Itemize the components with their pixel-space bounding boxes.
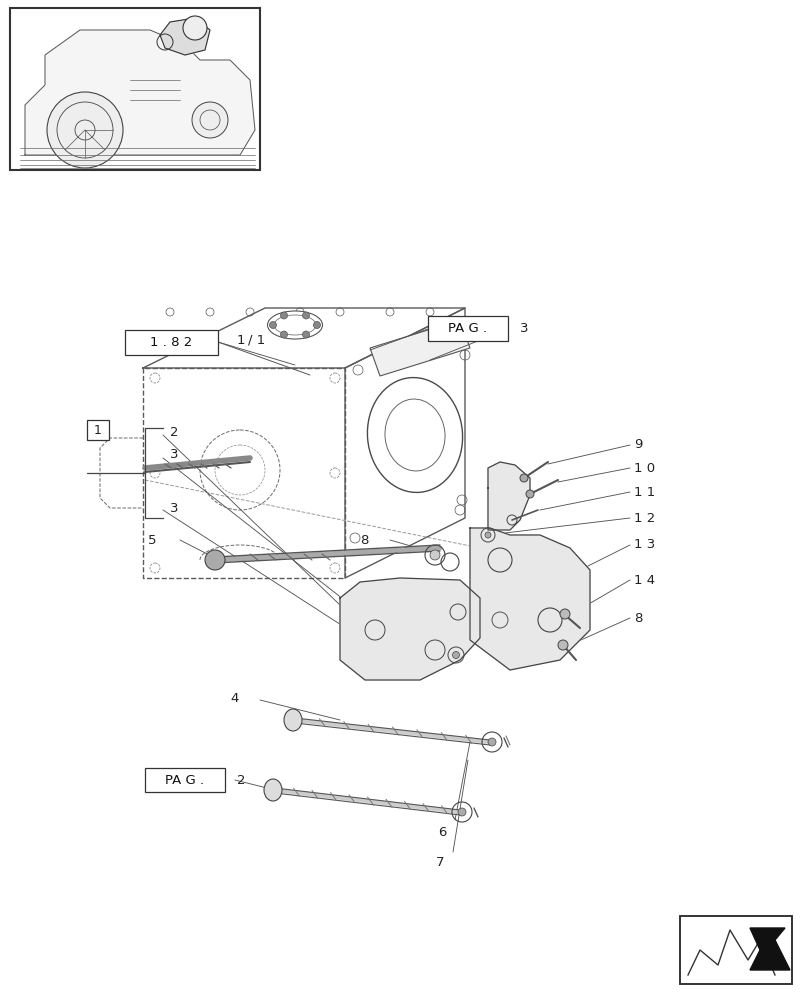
Bar (428, 316, 508, 341)
Bar (10, 8, 260, 170)
Ellipse shape (264, 779, 282, 801)
Bar (680, 916, 792, 984)
Polygon shape (470, 528, 590, 670)
Circle shape (205, 550, 225, 570)
Polygon shape (340, 578, 480, 680)
Text: 1 2: 1 2 (634, 512, 655, 524)
Polygon shape (25, 30, 255, 155)
Circle shape (47, 92, 123, 168)
Text: 1 . 8 2: 1 . 8 2 (150, 336, 192, 349)
Text: 1 3: 1 3 (634, 538, 655, 552)
Polygon shape (750, 928, 790, 970)
Text: 9: 9 (634, 438, 642, 452)
Text: 1: 1 (237, 334, 246, 347)
Circle shape (302, 331, 309, 338)
Bar (87, 420, 109, 440)
Circle shape (183, 16, 207, 40)
Text: PA G .: PA G . (448, 322, 487, 335)
Text: 4: 4 (230, 692, 238, 704)
Circle shape (458, 808, 466, 816)
Text: 1 4: 1 4 (634, 574, 655, 586)
Circle shape (280, 331, 288, 338)
Circle shape (314, 322, 321, 328)
Circle shape (520, 474, 528, 482)
Bar (145, 768, 225, 792)
Bar (125, 330, 218, 355)
Text: 6: 6 (438, 826, 446, 838)
Text: 3: 3 (170, 448, 179, 462)
Circle shape (558, 640, 568, 650)
Polygon shape (488, 462, 530, 530)
Text: 2: 2 (170, 426, 179, 438)
Circle shape (270, 322, 276, 328)
Text: 8: 8 (634, 611, 642, 624)
Circle shape (526, 490, 534, 498)
Text: 3: 3 (520, 322, 528, 336)
Circle shape (485, 532, 491, 538)
Text: 2: 2 (237, 774, 246, 786)
Text: 1 0: 1 0 (634, 462, 655, 475)
Polygon shape (370, 320, 470, 376)
Text: 8: 8 (360, 534, 368, 546)
Text: 7: 7 (436, 856, 444, 868)
Circle shape (192, 102, 228, 138)
Polygon shape (160, 18, 210, 55)
Text: / 1: / 1 (248, 334, 265, 347)
Text: 3: 3 (170, 502, 179, 514)
Text: 1: 1 (94, 424, 102, 436)
Circle shape (488, 738, 496, 746)
Text: PA G .: PA G . (166, 774, 204, 786)
Circle shape (560, 609, 570, 619)
Text: 5: 5 (148, 534, 157, 546)
Ellipse shape (284, 709, 302, 731)
Circle shape (452, 652, 460, 658)
Circle shape (280, 312, 288, 319)
Circle shape (430, 550, 440, 560)
Ellipse shape (267, 311, 322, 339)
Circle shape (302, 312, 309, 319)
Text: 1 1: 1 1 (634, 486, 655, 498)
Bar (680, 916, 792, 984)
